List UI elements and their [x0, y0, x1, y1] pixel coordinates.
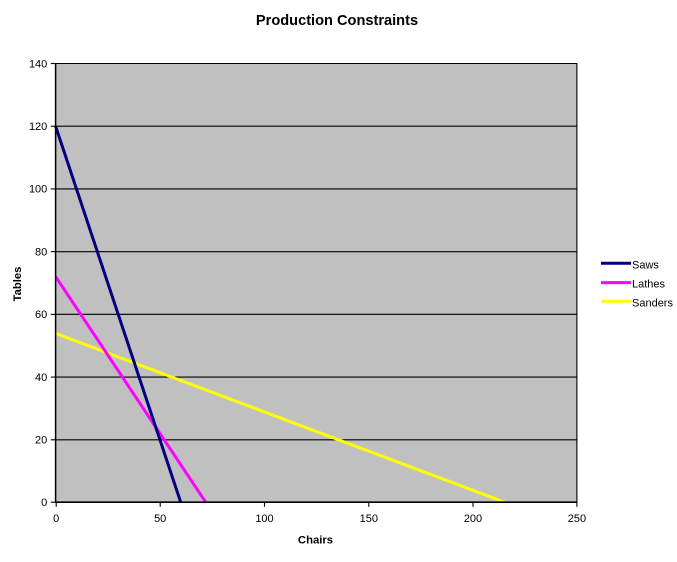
- svg-text:100: 100: [255, 513, 273, 525]
- svg-text:40: 40: [35, 372, 47, 384]
- svg-text:140: 140: [29, 58, 47, 70]
- svg-text:250: 250: [568, 513, 586, 525]
- svg-text:120: 120: [29, 121, 47, 133]
- svg-text:Production Constraints: Production Constraints: [256, 13, 418, 29]
- svg-text:0: 0: [53, 513, 59, 525]
- svg-text:Chairs: Chairs: [298, 535, 333, 547]
- svg-text:200: 200: [464, 513, 482, 525]
- svg-text:60: 60: [35, 309, 47, 321]
- svg-text:80: 80: [35, 246, 47, 258]
- svg-text:Tables: Tables: [12, 267, 24, 302]
- svg-text:20: 20: [35, 435, 47, 447]
- svg-text:Sanders: Sanders: [632, 297, 673, 309]
- svg-text:Lathes: Lathes: [632, 278, 666, 290]
- svg-text:150: 150: [360, 513, 378, 525]
- svg-text:Saws: Saws: [632, 259, 659, 271]
- svg-text:50: 50: [154, 513, 166, 525]
- svg-text:0: 0: [41, 497, 47, 509]
- svg-text:100: 100: [29, 184, 47, 196]
